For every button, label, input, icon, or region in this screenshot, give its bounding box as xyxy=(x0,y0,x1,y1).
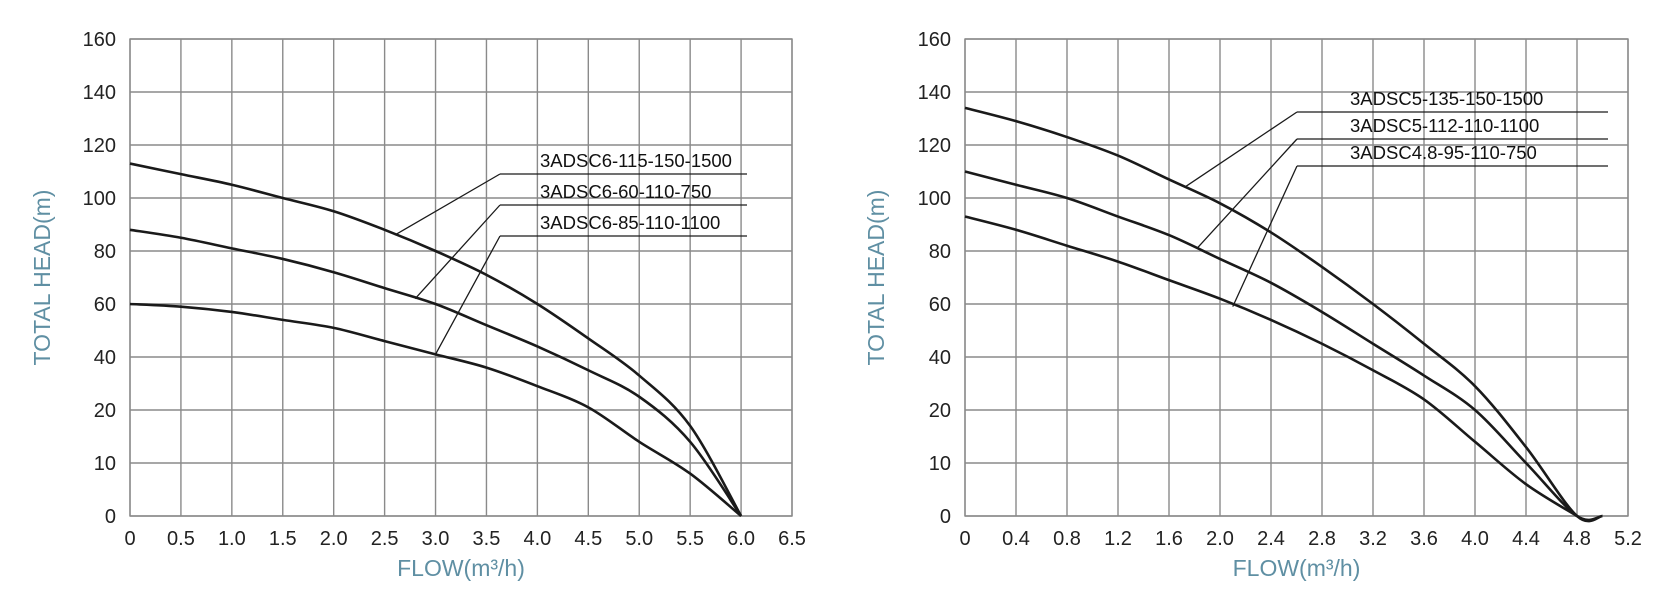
y-tick-label: 120 xyxy=(918,135,951,157)
y-tick-label: 40 xyxy=(94,347,116,369)
x-tick-label: 0.8 xyxy=(1053,528,1081,550)
chart-right: 0 0.4 0.8 1.2 1.6 2.0 2.4 2.8 3.2 3.6 4.0 4.4 4.8 5.2… xyxy=(863,29,1642,581)
legend-leader xyxy=(1196,138,1298,249)
x-tick-label: 2.5 xyxy=(371,528,399,550)
legend-label: 3ADSC6-115-150-1500 xyxy=(540,150,732,171)
legend-label: 3ADSC4.8-95-110-750 xyxy=(1350,142,1537,163)
y-tick-label: 100 xyxy=(83,188,116,210)
legend-leader xyxy=(434,235,501,355)
legend-leader xyxy=(414,204,501,300)
legend-label: 3ADSC5-135-150-1500 xyxy=(1350,88,1543,109)
y-tick-label: 0 xyxy=(940,506,951,528)
y-tick-label: 10 xyxy=(929,453,951,475)
x-tick-label: 0 xyxy=(124,528,135,550)
x-tick-label: 1.6 xyxy=(1155,528,1183,550)
series-line xyxy=(964,170,1603,522)
x-tick-label: 5.2 xyxy=(1614,528,1642,550)
x-tick-label: 5.0 xyxy=(625,528,653,550)
x-axis-title: FLOW(m³/h) xyxy=(1233,555,1361,581)
x-tick-label: 1.0 xyxy=(218,528,246,550)
x-tick-label: 0 xyxy=(959,528,970,550)
legend-label: 3ADSC5-112-110-1100 xyxy=(1350,115,1539,136)
legend-leader xyxy=(1183,111,1298,188)
y-tick-label: 140 xyxy=(918,82,951,104)
plot-frame xyxy=(129,38,793,517)
x-tick-label: 3.2 xyxy=(1359,528,1387,550)
y-tick-label: 60 xyxy=(94,294,116,316)
x-tick-label: 3.5 xyxy=(473,528,501,550)
y-tick-label: 160 xyxy=(83,29,116,51)
y-axis-title: TOTAL HEAD(m) xyxy=(863,190,889,366)
series-line xyxy=(964,106,1603,523)
grid xyxy=(964,38,1629,517)
plot-frame xyxy=(964,38,1629,517)
legend-label: 3ADSC6-85-110-1100 xyxy=(540,212,720,233)
x-tick-label: 2.0 xyxy=(1206,528,1234,550)
y-tick-label: 20 xyxy=(94,400,116,422)
legend-leader xyxy=(394,173,501,236)
x-tick-label: 6.0 xyxy=(727,528,755,550)
x-tick-label: 2.8 xyxy=(1308,528,1336,550)
x-tick-label: 1.5 xyxy=(269,528,297,550)
y-tick-label: 120 xyxy=(83,135,116,157)
x-tick-label: 1.2 xyxy=(1104,528,1132,550)
x-tick-label: 3.6 xyxy=(1410,528,1438,550)
x-tick-label: 4.0 xyxy=(523,528,551,550)
y-tick-label: 0 xyxy=(105,506,116,528)
y-tick-label: 40 xyxy=(929,347,951,369)
x-tick-label: 4.4 xyxy=(1512,528,1540,550)
x-tick-label: 4.5 xyxy=(574,528,602,550)
chart-left: 0 0.5 1.0 1.5 2.0 2.5 3.0 3.5 4.0 4.5 5.0 5.5 6.0 6.5… xyxy=(29,29,806,581)
series-line xyxy=(964,215,1578,518)
x-tick-label: 4.8 xyxy=(1563,528,1591,550)
x-tick-label: 4.0 xyxy=(1461,528,1489,550)
x-tick-label: 0.5 xyxy=(167,528,195,550)
y-tick-label: 60 xyxy=(929,294,951,316)
x-tick-label: 5.5 xyxy=(676,528,704,550)
series-line xyxy=(129,228,743,517)
y-tick-label: 80 xyxy=(929,241,951,263)
y-tick-label: 80 xyxy=(94,241,116,263)
y-axis-title: TOTAL HEAD(m) xyxy=(29,190,55,366)
y-tick-label: 160 xyxy=(918,29,951,51)
x-tick-label: 2.0 xyxy=(320,528,348,550)
x-tick-label: 2.4 xyxy=(1257,528,1285,550)
y-tick-label: 20 xyxy=(929,400,951,422)
x-tick-label: 6.5 xyxy=(778,528,806,550)
x-tick-label: 3.0 xyxy=(422,528,450,550)
y-tick-label: 100 xyxy=(918,188,951,210)
y-tick-label: 140 xyxy=(83,82,116,104)
legend-label: 3ADSC6-60-110-750 xyxy=(540,181,711,202)
x-tick-label: 0.4 xyxy=(1002,528,1030,550)
series-line xyxy=(129,162,743,517)
y-tick-label: 10 xyxy=(94,453,116,475)
legend-leader xyxy=(1232,165,1298,307)
x-axis-title: FLOW(m³/h) xyxy=(397,555,525,581)
